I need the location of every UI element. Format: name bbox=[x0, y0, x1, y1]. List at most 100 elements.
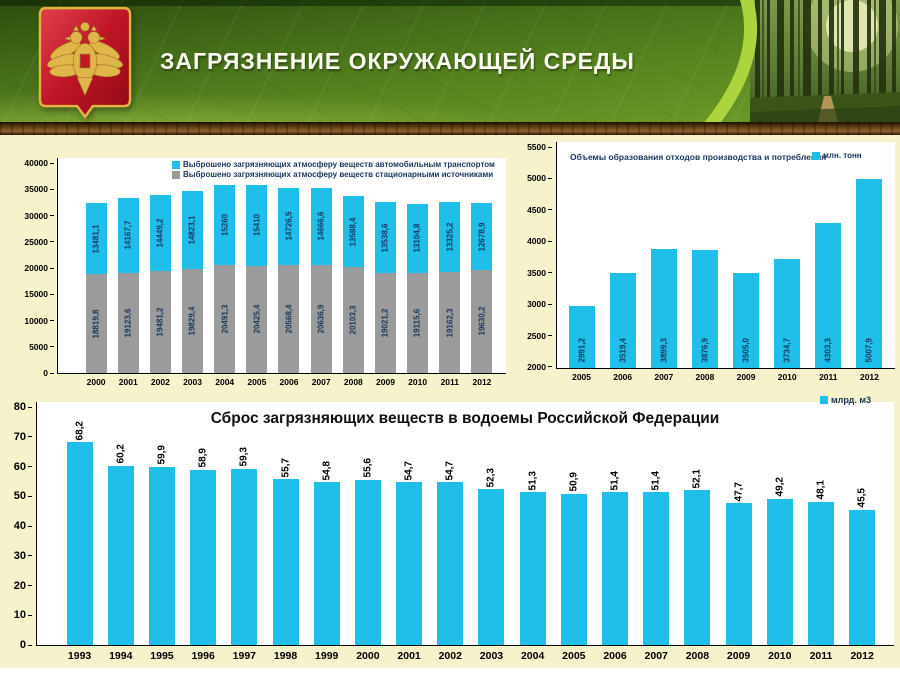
bar-segment: 49,2 bbox=[766, 477, 793, 645]
bar-value-label: 18819,8 bbox=[91, 309, 101, 339]
legend-label: Выброшено загрязняющих атмосферу веществ… bbox=[183, 160, 495, 169]
bar: 15410 20425,4 bbox=[246, 163, 268, 373]
legend-swatch-cyan bbox=[812, 151, 820, 160]
bar-value-label: 48,1 bbox=[815, 480, 827, 500]
bar-value-label: 20568,4 bbox=[284, 304, 294, 334]
bar-segment-stationary: 19630,2 bbox=[471, 269, 493, 373]
bar-segment-stationary: 20636,9 bbox=[310, 264, 332, 373]
bar-value-label: 51,4 bbox=[650, 470, 662, 491]
y-axis-labels: 80 70 60 50 40 30 20 10 0 bbox=[13, 401, 26, 651]
bar-segment-auto: 13481,1 bbox=[85, 203, 107, 275]
bar: 3876,9 bbox=[691, 148, 718, 368]
x-axis-label: 2011 bbox=[819, 372, 838, 382]
bar-segment-stationary: 20491,3 bbox=[214, 265, 236, 373]
bar: 13588,4 20103,3 bbox=[342, 163, 364, 373]
bar: 3734,7 bbox=[774, 148, 801, 368]
legend-item-stationary-sources: Выброшено загрязняющих атмосферу веществ… bbox=[172, 170, 495, 179]
bar: 15260 20491,3 bbox=[214, 163, 236, 373]
bar-segment: 51,4 bbox=[643, 471, 670, 645]
bar-value-label: 59,3 bbox=[238, 447, 250, 467]
bar: 51,4 bbox=[602, 407, 629, 645]
bar-value-label: 14449,2 bbox=[155, 218, 165, 248]
wood-divider-bar bbox=[0, 122, 900, 135]
bar-segment-stationary: 19115,6 bbox=[406, 272, 428, 373]
bar-value-label: 15410 bbox=[252, 214, 262, 237]
bar: 45,5 bbox=[849, 407, 876, 645]
bar-segment-auto: 14666,6 bbox=[310, 187, 332, 265]
x-axis-label: 2011 bbox=[809, 650, 833, 662]
bar-segment: 3505,0 bbox=[733, 273, 760, 368]
bar-segment-auto: 15260 bbox=[214, 185, 236, 266]
bar-segment: 45,5 bbox=[849, 488, 876, 645]
legend-item-mln-tonn: млн. тонн bbox=[812, 151, 862, 160]
bar-value-label: 20425,4 bbox=[252, 304, 262, 334]
legend-label: млрд. м3 bbox=[831, 395, 872, 405]
bar: 14167,7 19123,6 bbox=[117, 163, 139, 373]
bar: 4303,3 bbox=[815, 148, 842, 368]
x-axis-label: 2011 bbox=[440, 377, 460, 387]
x-axis-label: 2012 bbox=[850, 650, 874, 662]
bar-value-label: 47,7 bbox=[733, 481, 745, 502]
x-axis-label: 2007 bbox=[311, 377, 331, 387]
bar-segment-stationary: 19829,4 bbox=[181, 268, 203, 373]
bar-segment: 51,3 bbox=[519, 471, 546, 645]
bar-segment-auto: 12678,9 bbox=[471, 203, 493, 270]
x-axis-label: 2007 bbox=[654, 372, 674, 382]
bar-value-label: 13325,2 bbox=[445, 222, 455, 252]
x-axis-label: 2001 bbox=[397, 650, 421, 662]
legend-item-mlrd-m3: млрд. м3 bbox=[820, 395, 871, 405]
header-banner: ЗАГРЯЗНЕНИЕ ОКРУЖАЮЩЕЙ СРЕДЫ bbox=[0, 0, 900, 122]
bar-segment-stationary: 20425,4 bbox=[246, 265, 268, 373]
bar-segment: 60,2 bbox=[107, 444, 134, 645]
x-axis-label: 2003 bbox=[479, 650, 504, 662]
x-axis-label: 2004 bbox=[520, 650, 545, 662]
bar-value-label: 13104,8 bbox=[412, 223, 422, 253]
x-axis-label: 2005 bbox=[562, 650, 586, 662]
bar-segment: 5007,9 bbox=[856, 178, 883, 368]
x-axis-label: 2010 bbox=[777, 372, 797, 382]
bar-value-label: 20491,3 bbox=[220, 304, 230, 334]
bar: 13104,8 19115,6 bbox=[406, 163, 428, 373]
x-axis-label: 2005 bbox=[572, 372, 592, 382]
bar-segment-stationary: 20103,3 bbox=[342, 267, 364, 373]
bar: 51,3 bbox=[519, 407, 546, 645]
x-axis-label: 2012 bbox=[859, 372, 879, 382]
x-axis-label: 2006 bbox=[603, 650, 627, 662]
x-axis-label: 2003 bbox=[183, 377, 202, 387]
bar-segment-auto: 14167,7 bbox=[117, 198, 139, 273]
bar-segment: 3734,7 bbox=[774, 258, 801, 368]
bar-segment: 3899,3 bbox=[650, 248, 677, 368]
bar-segment-auto: 13325,2 bbox=[439, 202, 461, 273]
bar-value-label: 20103,3 bbox=[348, 305, 358, 335]
bar-segment: 55,7 bbox=[272, 458, 299, 645]
bar-value-label: 55,7 bbox=[280, 457, 292, 478]
x-axis-label: 2006 bbox=[279, 377, 299, 387]
bar-value-label: 15260 bbox=[220, 214, 230, 237]
legend: Выброшено загрязняющих атмосферу веществ… bbox=[172, 160, 495, 179]
bar-segment-auto: 15410 bbox=[246, 184, 268, 266]
bar: 48,1 bbox=[807, 407, 834, 645]
bar-segment-stationary: 19021,2 bbox=[374, 273, 396, 373]
bar-segment: 47,7 bbox=[725, 482, 752, 645]
bar-segment-stationary: 19481,2 bbox=[149, 270, 171, 373]
forest-photo bbox=[750, 0, 900, 122]
x-axis-label: 2009 bbox=[376, 377, 395, 387]
bar: 13325,2 19162,3 bbox=[439, 163, 461, 373]
bar-value-label: 5007,9 bbox=[864, 337, 874, 362]
bar-segment: 48,1 bbox=[807, 480, 834, 645]
bar: 3899,3 bbox=[650, 148, 677, 368]
bar-value-label: 58,9 bbox=[197, 448, 209, 468]
russia-coat-of-arms-icon bbox=[38, 6, 132, 119]
bar-segment-stationary: 18819,8 bbox=[85, 274, 107, 373]
legend-swatch-cyan bbox=[172, 160, 180, 169]
bar-value-label: 3876,9 bbox=[700, 337, 710, 362]
page-title: ЗАГРЯЗНЕНИЕ ОКРУЖАЮЩЕЙ СРЕДЫ bbox=[160, 48, 635, 74]
bar: 3519,4 bbox=[609, 148, 636, 368]
bar-segment-auto: 14823,1 bbox=[181, 191, 203, 269]
bar-value-label: 19162,3 bbox=[445, 308, 455, 338]
bar: 47,7 bbox=[725, 407, 752, 645]
bar-value-label: 12678,9 bbox=[477, 222, 487, 252]
legend-label: млн. тонн bbox=[823, 151, 862, 160]
bar-segment-auto: 14449,2 bbox=[149, 194, 171, 271]
